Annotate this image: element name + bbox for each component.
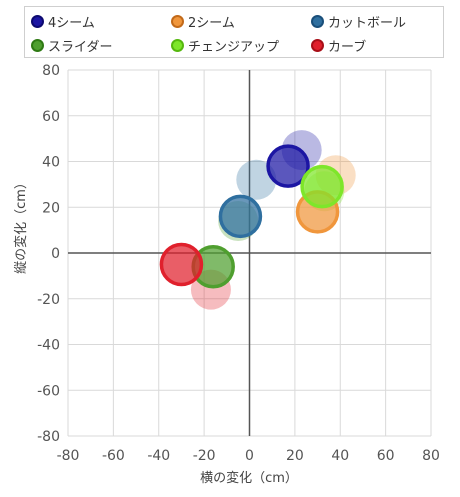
axis-layer xyxy=(68,70,431,436)
legend-marker-changeup xyxy=(171,39,184,52)
y-tick-label: 60 xyxy=(42,109,60,125)
legend-item-curve: カーブ xyxy=(311,36,366,55)
legend-item-changeup: チェンジアップ xyxy=(171,36,279,55)
data-point-0 xyxy=(266,144,310,188)
y-tick-label: -60 xyxy=(37,383,60,399)
legend-label-4seam: 4シーム xyxy=(48,16,95,31)
data-point-2 xyxy=(218,194,263,239)
legend-label-changeup: チェンジアップ xyxy=(188,40,280,55)
data-point-layer xyxy=(159,130,356,310)
x-tick-label: 60 xyxy=(377,448,395,464)
legend-label-cutball: カットボール xyxy=(328,16,407,31)
x-axis-title: 横の変化（cm） xyxy=(200,470,298,486)
x-tick-label: -80 xyxy=(57,448,80,464)
tick-label-layer: -80 -60 -40 -20 0 20 40 60 80 80 60 40 20 0 -20 -40 -60 -… xyxy=(37,63,440,464)
legend-item-4seam: 4シーム xyxy=(31,12,95,31)
legend-marker-slider xyxy=(31,39,44,52)
legend-label-slider: スライダー xyxy=(48,40,113,55)
x-tick-label: -60 xyxy=(102,448,125,464)
y-tick-label: 80 xyxy=(42,63,60,79)
data-point-5 xyxy=(159,242,204,287)
y-tick-label: 20 xyxy=(42,200,60,216)
y-tick-label: -80 xyxy=(37,429,60,445)
y-axis-title: 縦の変化（cm） xyxy=(13,176,29,274)
y-tick-label: -40 xyxy=(37,338,60,354)
data-point-4 xyxy=(300,164,344,209)
x-tick-label: 0 xyxy=(245,448,254,464)
legend-item-2seam: 2シーム xyxy=(171,12,235,31)
x-tick-label: -20 xyxy=(193,448,216,464)
legend-label-2seam: 2シーム xyxy=(188,16,235,31)
legend-item-cutball: カットボール xyxy=(311,12,406,31)
data-point-2-faded xyxy=(236,159,277,200)
x-tick-label: 20 xyxy=(286,448,304,464)
x-tick-label: -40 xyxy=(147,448,170,464)
x-tick-label: 80 xyxy=(422,448,440,464)
legend-marker-2seam xyxy=(171,15,184,28)
y-tick-label: 0 xyxy=(51,246,60,262)
legend-marker-cutball xyxy=(311,15,324,28)
legend-marker-4seam xyxy=(31,15,44,28)
y-tick-label: -20 xyxy=(37,292,60,308)
chart-legend: 4シーム 2シーム カットボール スライダー チェンジアップ カーブ xyxy=(24,6,444,58)
legend-label-curve: カーブ xyxy=(328,40,367,55)
x-tick-label: 40 xyxy=(331,448,349,464)
legend-marker-curve xyxy=(311,39,324,52)
y-tick-label: 40 xyxy=(42,155,60,171)
legend-item-slider: スライダー xyxy=(31,36,112,55)
